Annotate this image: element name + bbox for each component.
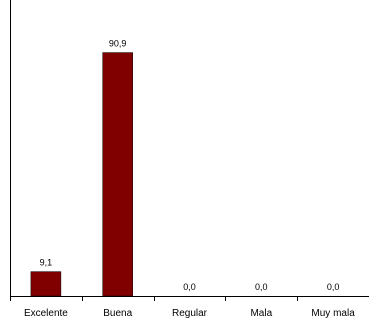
x-tick-label-buena: Buena — [103, 308, 132, 319]
x-tick-label-regular: Regular — [172, 308, 208, 319]
data-label-mala: 0,0 — [255, 282, 268, 292]
data-label-regular: 0,0 — [183, 282, 196, 292]
bar-excelente — [30, 271, 62, 297]
data-label-buena: 90,9 — [109, 39, 127, 49]
bars — [30, 52, 133, 297]
x-tick-label-mala: Mala — [250, 308, 272, 319]
data-label-muy-mala: 0,0 — [327, 282, 340, 292]
data-labels: 9,1 90,9 0,0 0,0 0,0 — [40, 39, 340, 292]
x-axis-ticks: Excelente Buena Regular Mala Muy mala — [10, 296, 355, 319]
data-label-excelente: 9,1 — [40, 258, 53, 268]
x-tick-label-excelente: Excelente — [24, 308, 68, 319]
x-tick-label-muy-mala: Muy mala — [311, 308, 355, 319]
chart-frame-lines — [10, 0, 369, 297]
bar-buena — [102, 52, 133, 297]
